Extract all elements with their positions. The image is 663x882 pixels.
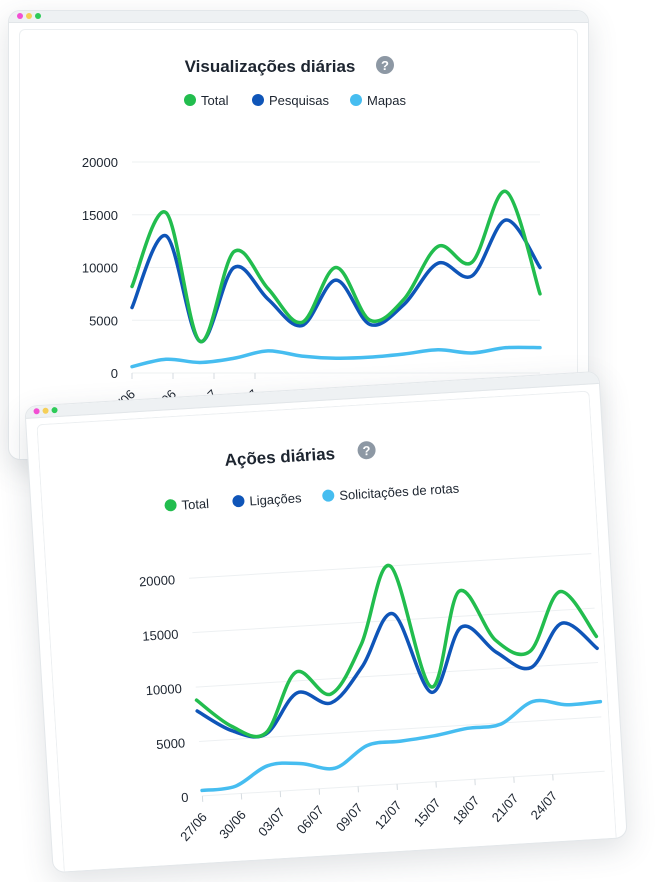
help-icon[interactable]: ? bbox=[376, 56, 394, 74]
series-line-liga-es bbox=[195, 612, 599, 739]
legend-item-total[interactable]: Total bbox=[184, 93, 229, 108]
close-dot-icon[interactable] bbox=[17, 13, 23, 19]
x-tick-label: 18/07 bbox=[450, 793, 483, 827]
grid-line bbox=[202, 770, 605, 797]
x-tick-label: 15/07 bbox=[411, 795, 444, 829]
legend-item-mapas[interactable]: Mapas bbox=[350, 93, 407, 108]
y-tick-label: 10000 bbox=[82, 261, 118, 276]
chart-title: Ações diárias bbox=[224, 444, 336, 470]
x-tick-label: 03/07 bbox=[255, 805, 288, 839]
x-tick-label: 06/07 bbox=[294, 802, 327, 836]
minimize-dot-icon[interactable] bbox=[42, 407, 49, 414]
svg-text:Total: Total bbox=[181, 496, 209, 513]
plot-area: 0 5000 10000 15000 20000 27/06 30/06 03/07 06/07… bbox=[139, 553, 605, 844]
grid-line bbox=[199, 716, 602, 742]
minimize-dot-icon[interactable] bbox=[26, 13, 32, 19]
y-tick-label: 0 bbox=[111, 366, 118, 381]
legend: Total Ligações Solicitações de rotas bbox=[164, 481, 460, 514]
legend-item-ligacoes[interactable]: Ligações bbox=[232, 490, 302, 509]
grid-line bbox=[195, 661, 599, 688]
series-line-total bbox=[194, 563, 599, 739]
legend-item-solicitacoes[interactable]: Solicitações de rotas bbox=[322, 481, 460, 504]
y-tick-label: 0 bbox=[181, 790, 189, 805]
legend-item-pesquisas[interactable]: Pesquisas bbox=[252, 93, 329, 108]
maximize-dot-icon[interactable] bbox=[51, 406, 58, 414]
y-tick-label: 5000 bbox=[89, 313, 118, 328]
chart-card: Ações diárias ? Total Ligações Solicitaç… bbox=[36, 390, 617, 872]
y-tick-label: 10000 bbox=[145, 681, 182, 698]
grid-line bbox=[192, 607, 595, 634]
svg-text:Pesquisas: Pesquisas bbox=[269, 93, 329, 108]
help-icon[interactable]: ? bbox=[357, 441, 376, 460]
x-tick-label: 09/07 bbox=[333, 800, 366, 834]
chart-title: Visualizações diárias bbox=[185, 57, 356, 76]
y-tick-label: 15000 bbox=[82, 208, 118, 223]
maximize-dot-icon[interactable] bbox=[35, 13, 41, 19]
x-tick-label: 12/07 bbox=[372, 798, 405, 832]
svg-text:Total: Total bbox=[201, 93, 229, 108]
y-tick-label: 20000 bbox=[82, 155, 118, 170]
y-tick-label: 15000 bbox=[142, 627, 179, 644]
svg-text:Mapas: Mapas bbox=[367, 93, 407, 108]
x-tick-label: 30/06 bbox=[216, 807, 249, 841]
x-tick-label: 27/06 bbox=[177, 810, 210, 844]
series-line-mapas bbox=[130, 345, 542, 369]
window-titlebar bbox=[9, 11, 588, 23]
svg-text:?: ? bbox=[381, 58, 389, 73]
actions-chart: Ações diárias ? Total Ligações Solicitaç… bbox=[139, 441, 605, 844]
legend-item-total[interactable]: Total bbox=[164, 496, 210, 514]
svg-text:Solicitações de rotas: Solicitações de rotas bbox=[339, 481, 460, 503]
x-tick-label: 21/07 bbox=[489, 791, 522, 825]
y-tick-label: 5000 bbox=[156, 735, 186, 752]
y-tick-label: 20000 bbox=[139, 572, 176, 589]
svg-text:?: ? bbox=[362, 443, 371, 458]
svg-text:Ligações: Ligações bbox=[249, 490, 302, 508]
x-tick-label: 24/07 bbox=[528, 788, 561, 822]
series-line-total bbox=[130, 189, 542, 344]
legend: Total Pesquisas Mapas bbox=[184, 93, 407, 108]
close-dot-icon[interactable] bbox=[33, 408, 40, 415]
actions-chart-window: Ações diárias ? Total Ligações Solicitaç… bbox=[24, 370, 628, 874]
series-line-solicita-es-de-rotas bbox=[200, 698, 603, 793]
